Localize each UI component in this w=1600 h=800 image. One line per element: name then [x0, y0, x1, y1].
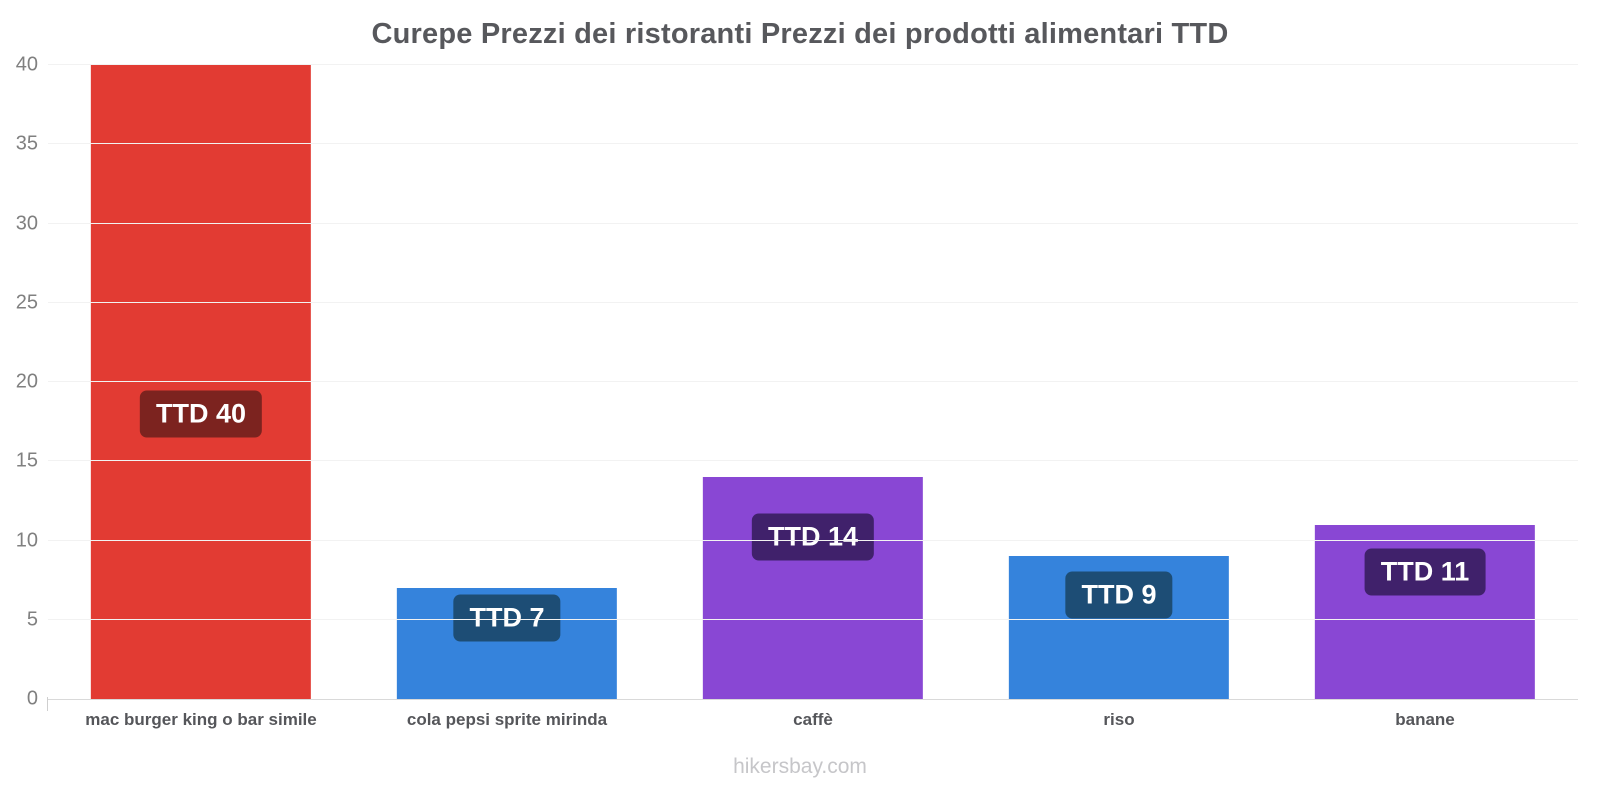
bar-2[interactable]: TTD 7	[396, 588, 618, 699]
y-axis-line	[47, 697, 48, 711]
plot-area: TTD 40 TTD 7 TTD 14 TTD 9 TTD 11 0 5 10 15 20 25 3…	[16, 54, 1578, 711]
gridline	[48, 381, 1578, 382]
y-tick-label: 25	[15, 291, 38, 314]
x-axis-label: mac burger king o bar simile	[85, 710, 317, 729]
x-axis-label: riso	[1103, 710, 1135, 729]
bar-slot: TTD 7	[354, 65, 660, 699]
gridline	[48, 301, 1578, 303]
y-tick-label: 5	[26, 608, 38, 631]
y-tick-label: 20	[15, 370, 38, 393]
gridline	[48, 64, 1578, 65]
chart-title: Curepe Prezzi dei ristoranti Prezzi dei …	[371, 18, 1229, 50]
gridline	[48, 143, 1578, 145]
bar-slot: TTD 9	[966, 65, 1272, 699]
bar-5[interactable]: TTD 11	[1314, 524, 1536, 699]
y-tick-label: 0	[26, 687, 38, 710]
watermark-text: hikersbay.com	[733, 755, 867, 778]
bar-slot: TTD 11	[1272, 65, 1578, 699]
y-tick-label: 10	[15, 529, 38, 551]
y-tick-label: 40	[15, 53, 38, 76]
gridline	[48, 618, 1578, 620]
gridline	[48, 222, 1578, 224]
x-axis-label: cola pepsi sprite mirinda	[406, 710, 608, 729]
bar-3[interactable]: TTD 14	[702, 477, 924, 699]
bar-slot: TTD 40	[48, 65, 354, 699]
y-tick-label: 35	[15, 132, 38, 155]
bar-value-label: TTD 14	[751, 513, 875, 561]
bar-value-label: TTD 11	[1364, 548, 1486, 596]
bar-value-label: TTD 9	[1065, 571, 1173, 619]
y-tick-label: 15	[15, 449, 38, 472]
bar-1[interactable]: TTD 40	[90, 65, 312, 699]
bar-4[interactable]: TTD 9	[1008, 556, 1230, 699]
bars-row: TTD 40 TTD 7 TTD 14 TTD 9 TTD 11	[48, 65, 1578, 699]
x-axis-label: caffè	[793, 710, 833, 729]
bar-slot: TTD 14	[660, 65, 966, 699]
gridline	[48, 539, 1578, 541]
x-axis-label: banane	[1395, 710, 1455, 729]
gridline	[48, 460, 1578, 462]
y-tick-label: 30	[15, 212, 38, 234]
x-axis-labels: mac burger king o bar simile cola pepsi s…	[48, 710, 1578, 730]
bar-value-label: TTD 7	[453, 594, 561, 642]
bar-value-label: TTD 40	[139, 390, 263, 438]
